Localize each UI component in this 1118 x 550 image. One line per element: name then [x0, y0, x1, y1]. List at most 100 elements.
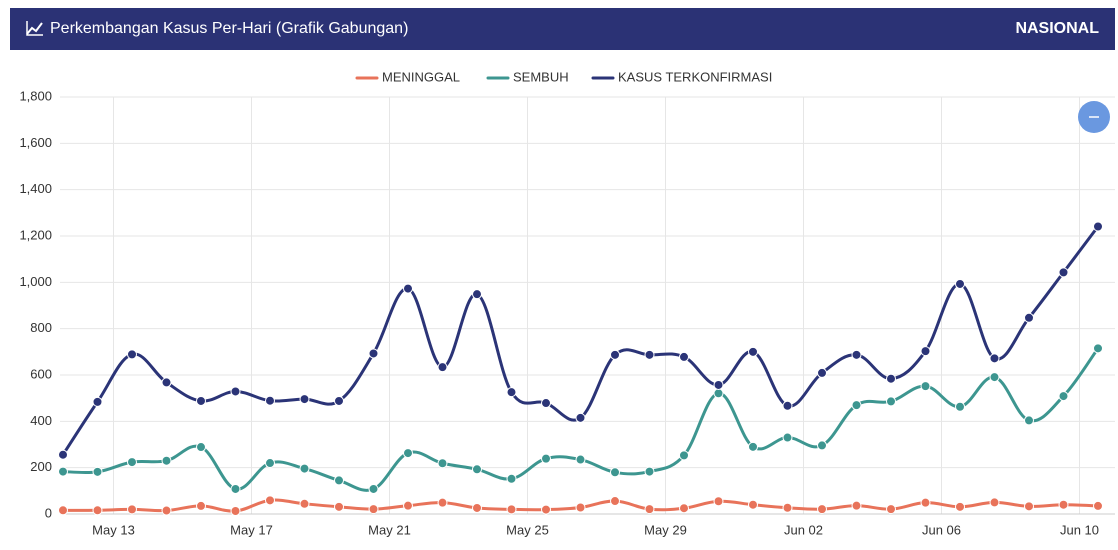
header-title: Perkembangan Kasus Per-Hari (Grafik Gabu… — [50, 20, 409, 37]
y-tick-label: 600 — [30, 366, 52, 381]
data-point — [472, 502, 482, 513]
data-point — [920, 381, 931, 392]
data-point — [782, 400, 793, 411]
data-point — [713, 388, 724, 399]
data-point — [161, 505, 172, 516]
data-point — [1093, 500, 1103, 511]
data-point — [196, 442, 206, 453]
data-point — [506, 473, 517, 484]
data-point — [92, 396, 103, 407]
data-point — [265, 395, 275, 406]
data-point — [299, 394, 310, 405]
legend-label: MENINGGAL — [382, 69, 460, 84]
data-point — [817, 504, 827, 515]
y-tick-label: 1,400 — [19, 181, 52, 196]
data-point — [1093, 343, 1103, 354]
data-point — [851, 500, 862, 511]
data-point — [437, 497, 448, 508]
data-point — [472, 289, 482, 300]
data-point — [230, 483, 241, 494]
data-point — [679, 503, 689, 514]
legend-label: SEMBUH — [513, 69, 569, 84]
data-point — [92, 505, 103, 516]
x-tick-label: May 21 — [368, 522, 411, 537]
data-point — [1058, 391, 1069, 402]
data-point — [541, 453, 551, 464]
data-point — [265, 458, 275, 469]
data-point — [1058, 499, 1069, 510]
y-tick-label: 400 — [30, 413, 52, 428]
data-point — [989, 353, 1000, 364]
legend-label: KASUS TERKONFIRMASI — [618, 69, 772, 84]
x-tick-label: May 13 — [92, 522, 135, 537]
data-point — [955, 501, 965, 512]
data-point — [58, 505, 68, 516]
data-point — [541, 398, 551, 409]
y-tick-label: 1,000 — [19, 274, 52, 289]
data-point — [196, 395, 206, 406]
data-point — [299, 498, 310, 509]
data-point — [610, 496, 620, 507]
data-point — [506, 504, 517, 515]
data-point — [403, 448, 413, 459]
data-point — [955, 278, 965, 289]
data-point — [437, 362, 448, 373]
data-point — [161, 455, 172, 466]
data-point — [920, 346, 931, 357]
x-tick-label: May 25 — [506, 522, 549, 537]
data-point — [299, 463, 310, 474]
data-point — [161, 377, 172, 388]
data-point — [748, 499, 758, 510]
data-point — [920, 497, 931, 508]
data-point — [748, 346, 758, 357]
data-point — [437, 458, 448, 469]
x-tick-label: Jun 06 — [922, 522, 961, 537]
data-point — [58, 466, 68, 477]
data-point — [334, 395, 344, 406]
y-tick-label: 1,200 — [19, 227, 52, 242]
collapse-button[interactable] — [1078, 101, 1110, 133]
data-point — [575, 412, 586, 423]
region-label: NASIONAL — [1015, 20, 1099, 37]
data-point — [403, 500, 413, 511]
data-point — [368, 504, 379, 515]
data-point — [644, 349, 655, 360]
data-point — [334, 475, 344, 486]
data-point — [782, 432, 793, 443]
data-point — [713, 496, 724, 507]
data-point — [1093, 221, 1103, 232]
data-point — [92, 466, 103, 477]
data-point — [782, 502, 793, 513]
data-point — [713, 379, 724, 390]
data-point — [886, 504, 896, 515]
x-tick-label: May 17 — [230, 522, 273, 537]
data-point — [989, 497, 1000, 508]
data-point — [817, 440, 827, 451]
data-point — [989, 372, 1000, 383]
y-tick-label: 0 — [45, 505, 52, 520]
y-tick-label: 800 — [30, 320, 52, 335]
data-point — [196, 500, 206, 511]
data-point — [644, 504, 655, 515]
y-tick-label: 1,800 — [19, 88, 52, 103]
data-point — [230, 386, 241, 397]
data-point — [817, 367, 827, 378]
data-point — [851, 349, 862, 360]
data-point — [368, 483, 379, 494]
data-point — [1024, 501, 1034, 512]
data-point — [610, 349, 620, 360]
data-point — [575, 502, 586, 513]
data-point — [541, 504, 551, 515]
x-tick-label: May 29 — [644, 522, 687, 537]
data-point — [127, 349, 137, 360]
data-point — [679, 351, 689, 362]
data-point — [886, 373, 896, 384]
x-tick-label: Jun 10 — [1060, 522, 1099, 537]
data-point — [506, 387, 517, 398]
data-point — [886, 396, 896, 407]
data-point — [334, 501, 344, 512]
data-point — [1024, 312, 1034, 323]
data-point — [230, 505, 241, 516]
data-point — [403, 283, 413, 294]
data-point — [610, 467, 620, 478]
